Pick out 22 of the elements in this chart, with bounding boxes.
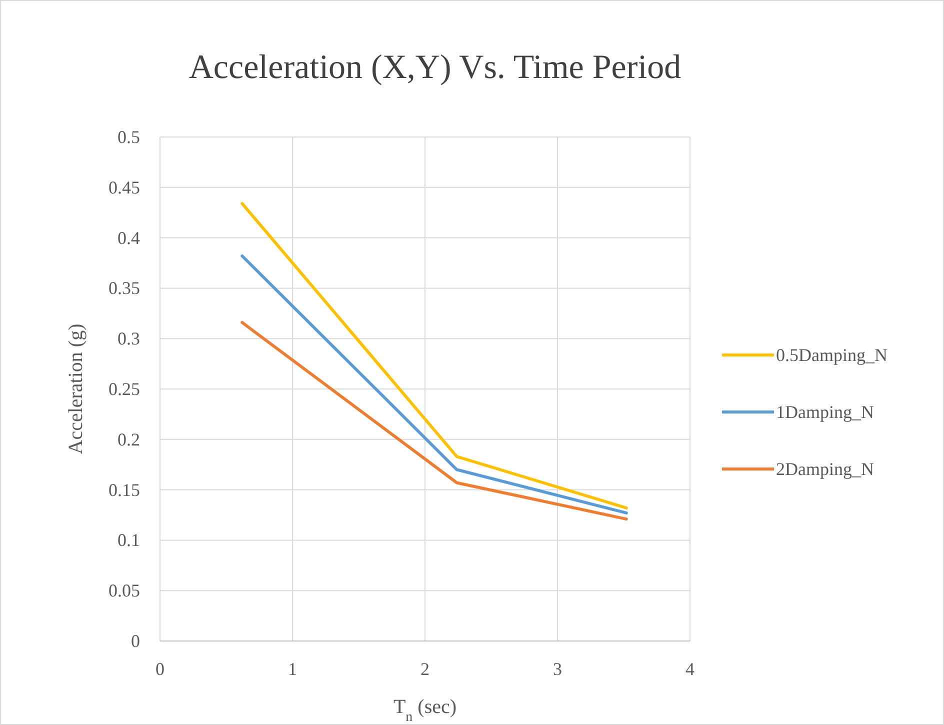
y-tick-label: 0.25: [108, 379, 140, 399]
y-tick-label: 0.05: [108, 580, 140, 601]
y-tick-label: 0.2: [118, 429, 140, 450]
x-tick-label: 1: [288, 659, 297, 679]
y-tick-label: 0.45: [108, 177, 140, 198]
y-tick-label: 0.5: [118, 127, 140, 147]
y-tick-label: 0.1: [118, 530, 140, 550]
x-axis-title: T$_{n}$ (sec): [393, 696, 457, 724]
y-tick-label: 0.4: [118, 228, 140, 248]
y-tick-label: 0.35: [108, 278, 140, 298]
chart-title: Acceleration (X,Y) Vs. Time Period: [188, 49, 682, 86]
x-tick-label: 0: [156, 659, 164, 679]
legend-label: 2Damping_N: [776, 459, 874, 479]
y-tick-label: 0.3: [118, 328, 140, 349]
y-tick-label: 0.15: [108, 480, 140, 500]
x-tick-label: 3: [553, 659, 562, 679]
legend-label: 0.5Damping_N: [776, 345, 888, 365]
y-axis-title: Acceleration (g): [65, 324, 87, 454]
x-tick-label: 2: [420, 659, 430, 679]
legend-label: 1Damping_N: [776, 402, 874, 422]
y-tick-label: 0: [131, 631, 140, 651]
x-tick-label: 4: [686, 659, 694, 679]
